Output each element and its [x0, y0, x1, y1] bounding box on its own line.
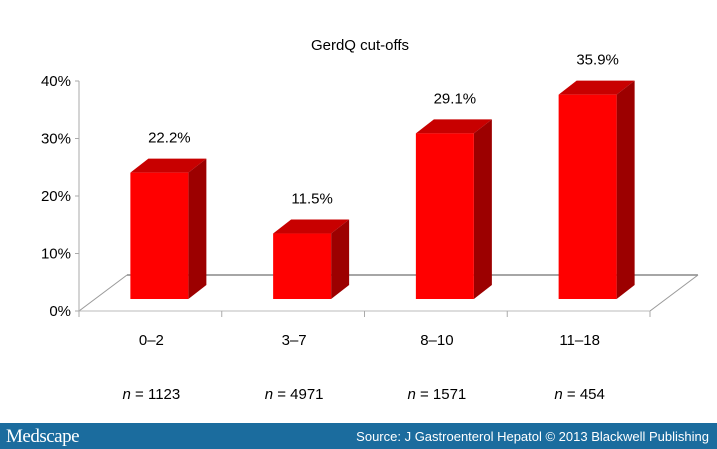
sample-size-label: n = 4971 — [264, 386, 324, 403]
bar-side — [473, 119, 492, 299]
data-label: 11.5% — [291, 191, 332, 208]
bar-front — [558, 94, 617, 299]
floor-left-edge — [78, 274, 128, 312]
x-tick-label: 11–18 — [559, 332, 600, 349]
bar-top — [130, 158, 207, 173]
data-label: 29.1% — [434, 90, 477, 107]
y-tick-label: 30% — [41, 131, 71, 148]
n-symbol: n — [554, 386, 563, 403]
bar-front — [130, 172, 189, 299]
floor-right-edge — [649, 274, 699, 312]
x-tick-label: 3–7 — [282, 332, 307, 349]
bar-side — [616, 80, 635, 299]
n-symbol: n — [264, 386, 274, 403]
bar-front — [273, 233, 332, 299]
x-tick-label: 8–10 — [420, 332, 453, 349]
y-tick-label: 0% — [49, 303, 71, 320]
bar-chart: GerdQ cut-offs 0% 10% 20% 30% 40% 0–2 3–7 8–10 1… — [41, 37, 699, 349]
data-label: 22.2% — [148, 130, 191, 147]
chart-title: GerdQ cut-offs — [311, 37, 409, 54]
medscape-logo: Medscape — [6, 426, 80, 447]
bar-top — [558, 80, 635, 95]
y-tick-label: 10% — [41, 246, 71, 263]
bar-11–18 — [558, 80, 635, 299]
n-value: 1123 — [147, 386, 181, 403]
y-tick-label: 20% — [41, 188, 71, 205]
bar-0–2 — [130, 158, 207, 299]
bar-front — [415, 133, 474, 299]
n-value: 4971 — [290, 386, 324, 403]
source-citation: Source: J Gastroenterol Hepatol © 2013 B… — [356, 429, 709, 444]
bar-8–10 — [415, 119, 492, 299]
n-value: 454 — [579, 386, 605, 403]
x-tick-label: 0–2 — [139, 332, 164, 349]
bar-side — [331, 219, 350, 299]
n-value: 1571 — [432, 386, 467, 403]
bar-3–7 — [273, 219, 350, 299]
sample-size-label: n = 1571 — [407, 386, 467, 403]
sample-size-label: n = 454 — [554, 386, 605, 403]
n-symbol: n — [407, 386, 416, 403]
y-tick-label: 40% — [41, 73, 71, 90]
data-label: 35.9% — [576, 52, 619, 69]
bar-top — [273, 219, 350, 234]
sample-size-label: n = 1123 — [122, 386, 181, 403]
n-symbol: n — [122, 386, 131, 403]
footer-bar: Medscape Source: J Gastroenterol Hepatol… — [0, 423, 717, 449]
bar-side — [188, 158, 207, 299]
bar-top — [415, 119, 492, 134]
